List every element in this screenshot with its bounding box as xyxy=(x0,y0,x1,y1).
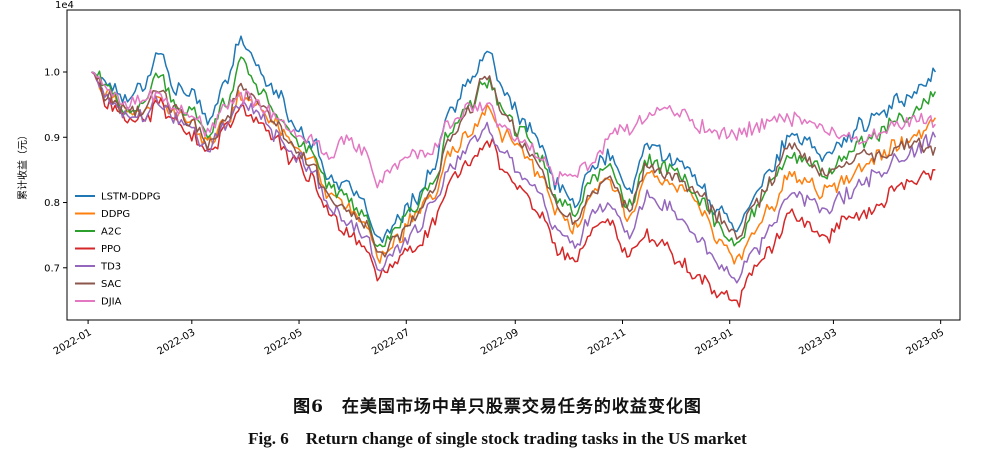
series-line-djia xyxy=(91,71,936,189)
x-tick-label: 2022-11 xyxy=(586,327,628,357)
legend-label: LSTM-DDPG xyxy=(101,192,160,203)
chart-container: 2022-01 2022-03 2022-05 2022-07 2022-09 2022-… xyxy=(16,0,961,357)
x-tick-label: 2022-03 xyxy=(156,327,198,357)
series-lines xyxy=(91,35,937,308)
figure-caption-chinese: 图6 在美国市场中单只股票交易任务的收益变化图 xyxy=(293,397,702,417)
y-axis-label: 累计收益（元） xyxy=(16,130,29,200)
y-tick-label: 0.7 xyxy=(44,263,60,274)
series-line-a2c xyxy=(91,56,937,248)
x-tick-label: 2022-05 xyxy=(263,327,305,357)
y-tick-label: 0.9 xyxy=(44,133,60,144)
line-chart: 2022-01 2022-03 2022-05 2022-07 2022-09 2022-… xyxy=(16,0,961,357)
y-tick-label: 0.8 xyxy=(44,198,60,209)
plot-frame xyxy=(66,9,961,321)
y-tick-label: 1.0 xyxy=(44,68,60,79)
legend-label: DDPG xyxy=(101,209,130,220)
x-tick-label: 2023-03 xyxy=(797,327,839,357)
figure-caption-english: Fig. 6 Return change of single stock tra… xyxy=(248,429,747,448)
x-tick-label: 2023-01 xyxy=(694,327,736,357)
x-tick-label: 2022-01 xyxy=(52,327,94,357)
legend: LSTM-DDPG DDPG A2C PPO TD3 SAC DJIA xyxy=(75,192,160,308)
legend-label: SAC xyxy=(101,279,121,290)
legend-label: PPO xyxy=(101,244,121,255)
series-line-td3 xyxy=(91,71,937,284)
series-line-lstm-ddpg xyxy=(91,35,937,244)
y-axis-offset-label: 1e4 xyxy=(55,0,74,11)
legend-label: DJIA xyxy=(101,297,122,308)
x-tick-label: 2022-09 xyxy=(479,327,521,357)
legend-label: TD3 xyxy=(100,262,121,273)
x-tick-label: 2023-05 xyxy=(904,327,946,357)
series-line-ppo xyxy=(91,71,936,308)
x-tick-label: 2022-07 xyxy=(370,327,412,357)
legend-label: A2C xyxy=(101,227,121,238)
